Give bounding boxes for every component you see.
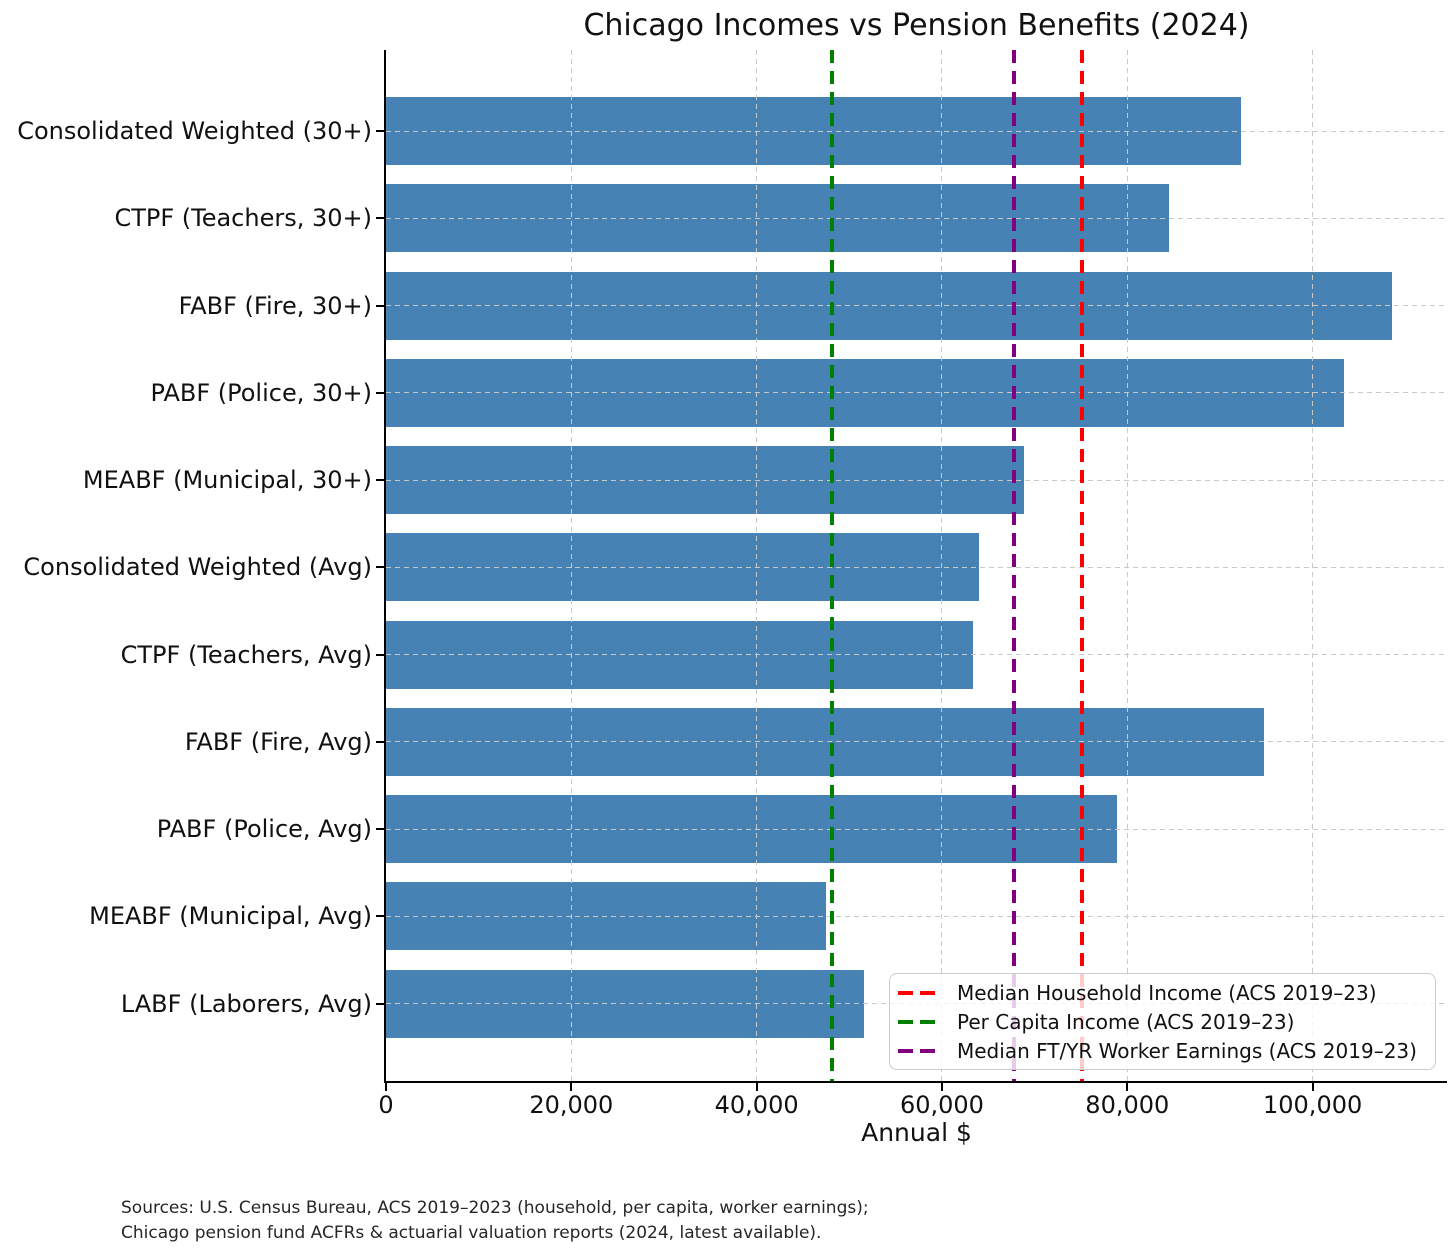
y-tick-mark xyxy=(376,740,384,743)
y-tick-mark xyxy=(376,304,384,307)
x-gridline xyxy=(1126,50,1128,1081)
category-label: MEABF (Municipal, 30+) xyxy=(82,466,372,495)
x-tick-label: 60,000 xyxy=(899,1091,984,1119)
legend-item-median-worker-earnings: Median FT/YR Worker Earnings (ACS 2019–2… xyxy=(890,1036,1435,1065)
y-axis-category-labels: Consolidated Weighted (30+) CTPF (Teacher… xyxy=(0,50,372,1081)
y-gridline xyxy=(386,566,1447,568)
y-gridline xyxy=(386,479,1447,481)
y-tick-mark xyxy=(376,1002,384,1005)
category-label: CTPF (Teachers, 30+) xyxy=(114,204,372,233)
x-axis-title: Annual $ xyxy=(861,1118,972,1147)
y-tick-mark xyxy=(376,566,384,569)
red-dashed-line-sample-icon xyxy=(898,990,935,995)
legend-label: Median FT/YR Worker Earnings (ACS 2019–2… xyxy=(957,1038,1417,1063)
legend-item-median-household-income: Median Household Income (ACS 2019–23) xyxy=(890,978,1435,1007)
category-label: FABF (Fire, 30+) xyxy=(178,291,372,320)
y-gridline xyxy=(386,915,1447,917)
y-tick-mark xyxy=(376,479,384,482)
source-note-line: Chicago pension fund ACFRs & actuarial v… xyxy=(121,1223,822,1243)
x-axis-spine xyxy=(384,1081,1447,1083)
category-label: PABF (Police, Avg) xyxy=(156,815,372,844)
category-label: LABF (Laborers, Avg) xyxy=(120,989,372,1018)
x-tick-mark xyxy=(755,1083,758,1091)
y-tick-mark xyxy=(376,217,384,220)
y-tick-mark xyxy=(376,653,384,656)
y-tick-mark xyxy=(376,391,384,394)
y-tick-mark xyxy=(376,130,384,132)
y-gridline xyxy=(386,217,1447,219)
legend-item-per-capita-income: Per Capita Income (ACS 2019–23) xyxy=(890,1007,1435,1036)
x-tick-label: 20,000 xyxy=(529,1091,614,1119)
purple-dashed-line-sample-icon xyxy=(898,1048,935,1053)
y-gridline xyxy=(386,130,1447,132)
x-tick-mark xyxy=(940,1083,943,1091)
reference-line xyxy=(829,50,834,1081)
category-label: Consolidated Weighted (30+) xyxy=(17,117,372,145)
category-label: Consolidated Weighted (Avg) xyxy=(23,553,372,582)
y-gridline xyxy=(386,305,1447,307)
y-tick-mark xyxy=(376,915,384,918)
legend: Median Household Income (ACS 2019–23) Pe… xyxy=(889,973,1436,1070)
y-gridline xyxy=(386,654,1447,656)
x-tick-mark xyxy=(1311,1083,1314,1091)
category-label: PABF (Police, 30+) xyxy=(150,378,372,407)
x-gridline xyxy=(570,50,572,1081)
x-tick-mark xyxy=(570,1083,573,1091)
x-gridline xyxy=(1312,50,1314,1081)
y-tick-mark xyxy=(376,828,384,831)
green-dashed-line-sample-icon xyxy=(898,1019,935,1024)
category-label: MEABF (Municipal, Avg) xyxy=(89,902,372,931)
x-tick-label: 100,000 xyxy=(1263,1091,1363,1119)
x-gridline xyxy=(941,50,943,1081)
x-tick-mark xyxy=(385,1083,387,1091)
x-tick-label: 40,000 xyxy=(714,1091,799,1119)
legend-label: Per Capita Income (ACS 2019–23) xyxy=(957,1009,1295,1034)
chart-title: Chicago Incomes vs Pension Benefits (202… xyxy=(583,8,1250,43)
x-tick-mark xyxy=(1126,1083,1129,1091)
reference-line xyxy=(1079,50,1084,1081)
y-gridline xyxy=(386,392,1447,394)
x-tick-label: 0 xyxy=(378,1091,394,1119)
x-tick-label: 80,000 xyxy=(1085,1091,1170,1119)
reference-line xyxy=(1012,50,1017,1081)
y-gridline xyxy=(386,828,1447,830)
plot-area: Median Household Income (ACS 2019–23) Pe… xyxy=(376,50,1447,1119)
source-note-line: Sources: U.S. Census Bureau, ACS 2019–20… xyxy=(121,1198,869,1218)
y-axis-spine xyxy=(384,50,386,1083)
y-gridline xyxy=(386,741,1447,743)
legend-label: Median Household Income (ACS 2019–23) xyxy=(957,980,1377,1005)
source-note: Sources: U.S. Census Bureau, ACS 2019–20… xyxy=(121,1196,869,1246)
x-gridline xyxy=(756,50,758,1081)
category-label: FABF (Fire, Avg) xyxy=(184,727,372,756)
category-label: CTPF (Teachers, Avg) xyxy=(120,640,372,669)
